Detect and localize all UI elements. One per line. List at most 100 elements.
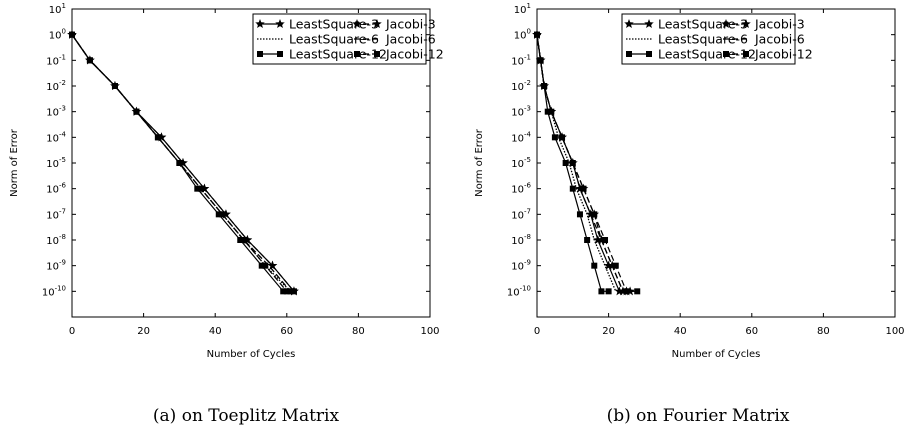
legend-item: Jacobi-3 [352,17,436,32]
y-tick-labels-a: 10-10 10-9 10-8 10-7 10-6 10-5 10-4 10-3 10-2 10-… [42,2,430,298]
series-group-a [67,29,299,296]
data-point [623,288,630,295]
data-point [541,83,548,89]
legend-item: LeastSquare-3 [255,17,379,32]
data-point [194,185,201,192]
data-point [111,83,118,89]
legend-label: Jacobi-3 [754,17,805,32]
legend-label: Jacobi-3 [385,17,436,32]
y-tick-label: 10-3 [46,105,66,119]
series-jacobi-12 [69,31,297,295]
x-tick-label: 20 [137,326,150,337]
data-point [605,288,612,295]
y-tick-label: 10-5 [511,156,531,170]
data-point [534,31,540,38]
legend-marker [646,51,652,57]
legend-label: Jacobi-12 [385,47,444,62]
data-point [197,185,204,192]
x-tick-label: 80 [352,326,365,337]
data-point [262,262,269,269]
data-point [591,262,598,269]
legend-item: LeastSquare-6 [257,32,379,47]
legend-item: LeastSquare-6 [626,32,748,47]
legend-marker [644,19,654,29]
data-point [178,158,188,168]
data-point [559,134,566,141]
legend-marker [372,19,382,29]
data-point [551,134,558,141]
x-tick-label: 40 [674,326,687,337]
data-point [593,235,603,245]
legend-label: LeastSquare-6 [658,32,748,47]
x-tick-labels-a: 0 20 40 60 80 100 [69,9,440,337]
legend-marker [626,51,632,57]
legend-item: LeastSquare-12 [626,47,756,62]
y-tick-label: 101 [514,2,531,16]
legend-label: Jacobi-6 [385,32,436,47]
legend-label: Jacobi-12 [754,47,813,62]
y-axis-label-a: Norm of Error [9,128,20,197]
series-line [536,34,627,292]
y-tick-label: 10-1 [46,53,66,67]
series-line [71,34,291,292]
caption-b: (b) on Fourier Matrix [607,406,790,426]
x-tick-labels-b: 0 20 40 60 80 100 [534,9,905,337]
data-point [584,237,591,243]
legend-item: Jacobi-12 [723,47,813,62]
legend-label: LeastSquare-12 [289,47,387,62]
y-tick-label: 10-1 [511,53,531,67]
data-point [219,211,226,218]
y-tick-label: 10-4 [511,130,531,144]
data-point [591,211,598,218]
data-point [156,132,167,142]
series-line [536,34,617,292]
data-point [580,185,587,192]
data-point [283,288,290,295]
y-tick-label: 10-3 [511,105,531,119]
data-point [280,288,287,295]
x-axis-label-b: Number of Cycles [672,349,761,360]
x-tick-label: 100 [420,326,439,337]
series-line [536,34,631,292]
series-line [536,34,634,292]
series-leastsquare-3 [532,29,632,296]
legend-item: LeastSquare-12 [257,47,387,62]
data-point [634,288,641,295]
data-point [576,211,583,218]
x-tick-label: 0 [69,326,75,337]
data-point [237,237,244,243]
data-point [596,235,607,245]
series-jacobi-6 [536,34,634,292]
x-tick-label: 40 [209,326,222,337]
y-tick-label: 10-2 [46,79,66,93]
data-point [267,260,278,270]
caption-a: (a) on Toeplitz Matrix [153,406,340,426]
legend-marker [255,19,265,29]
x-tick-label: 60 [280,326,293,337]
data-point [199,183,210,193]
x-tick-label: 0 [534,326,540,337]
data-point [548,108,555,115]
legend-b: LeastSquare-3LeastSquare-6LeastSquare-12… [621,13,813,65]
y-tick-label: 10-10 [507,284,531,298]
y-tick-label: 10-6 [511,182,531,196]
chart-a: 0 20 40 60 80 100 10-1010-910-810-710-610-510… [9,2,444,426]
y-tick-label: 10-9 [511,259,531,273]
data-point [569,185,576,192]
legend-item: Jacobi-6 [354,32,436,47]
legend-label: Jacobi-6 [754,32,805,47]
y-axis-label-b: Norm of Error [474,128,485,197]
data-point [154,134,161,141]
legend-marker [352,19,362,29]
legend-marker [624,19,634,29]
legend-marker [741,19,751,29]
y-tick-label: 10-8 [511,233,531,247]
x-axis-label-a: Number of Cycles [207,349,296,360]
x-tick-label: 20 [602,326,615,337]
data-point [569,160,576,166]
data-point [290,288,297,295]
data-point [69,31,75,38]
data-point [585,209,596,219]
legend-marker [374,51,380,57]
